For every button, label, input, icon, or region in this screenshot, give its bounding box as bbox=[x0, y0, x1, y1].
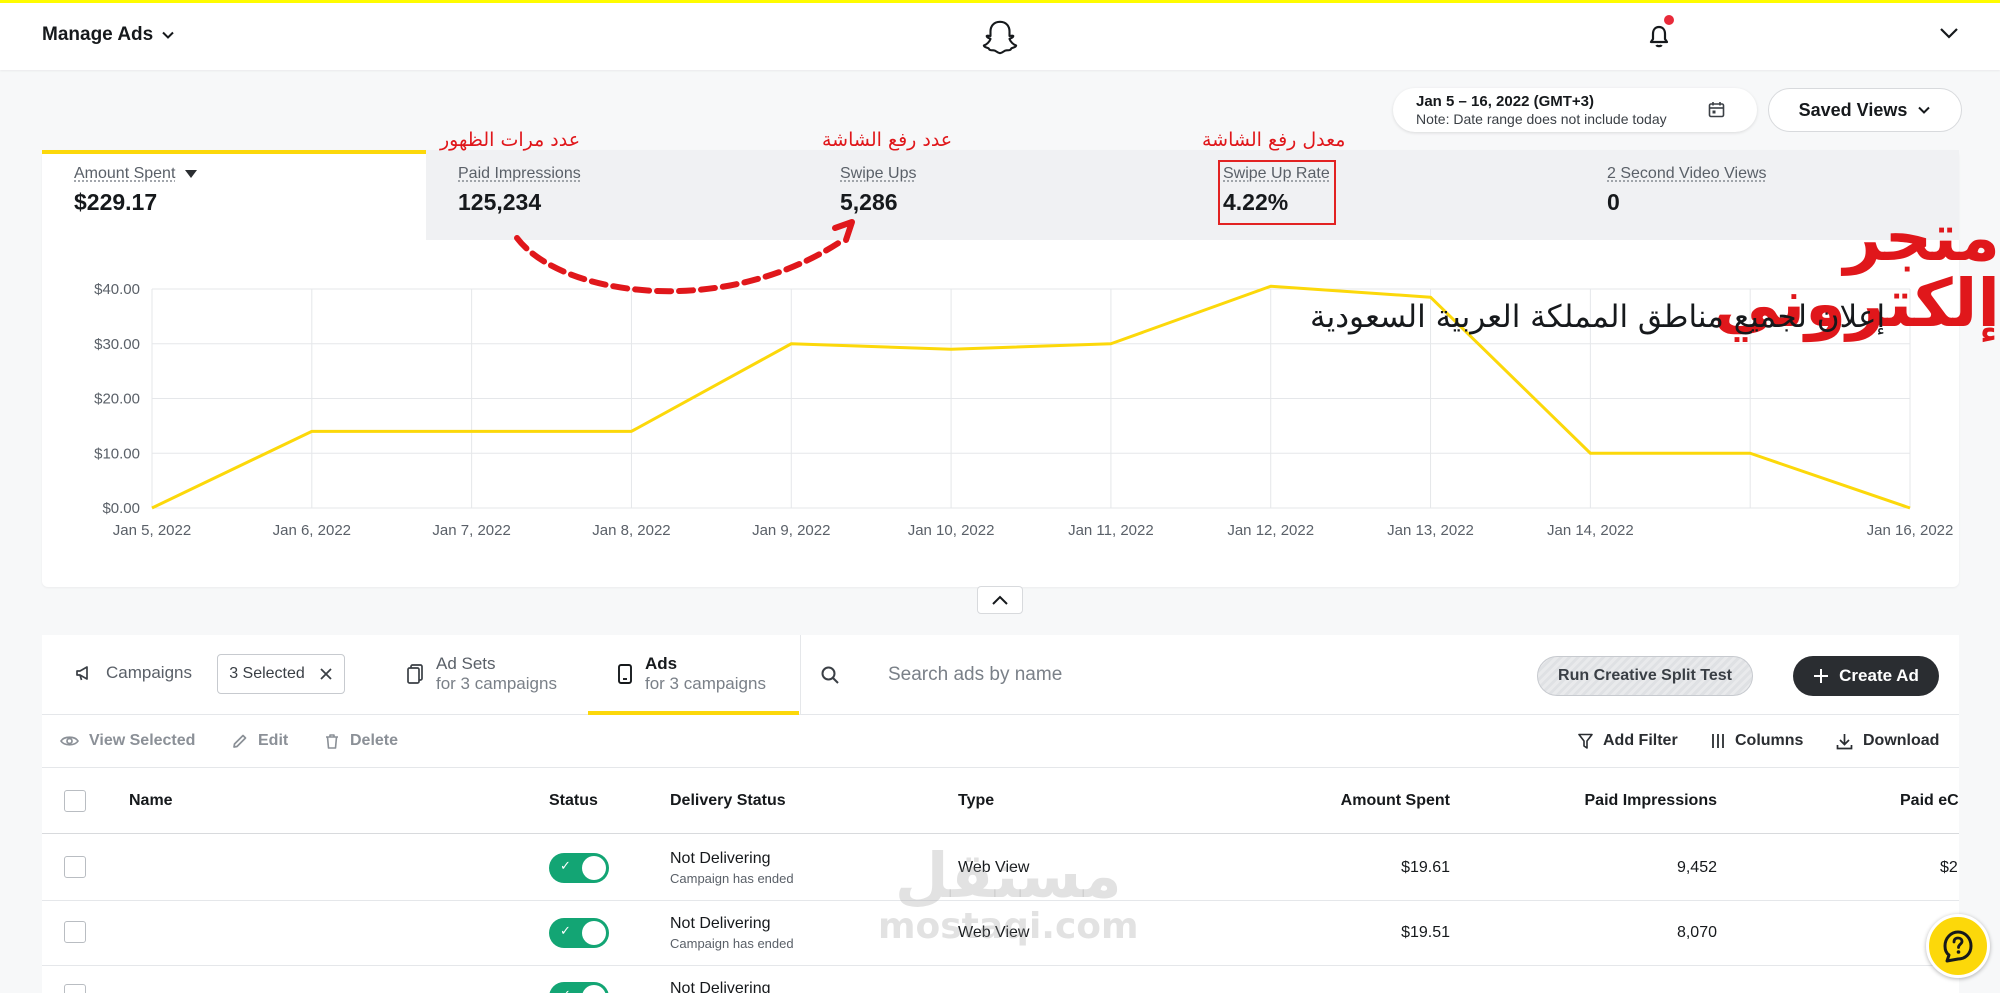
status-toggle[interactable]: ✓ bbox=[549, 982, 609, 993]
add-filter-label: Add Filter bbox=[1603, 732, 1678, 750]
search-input[interactable] bbox=[888, 655, 1368, 695]
plus-icon bbox=[1813, 668, 1829, 684]
ad-type: Web View bbox=[958, 859, 1029, 877]
x-tick-label: Jan 8, 2022 bbox=[592, 522, 670, 539]
x-tick-label: Jan 13, 2022 bbox=[1387, 522, 1474, 539]
y-tick-label: $0.00 bbox=[102, 500, 140, 517]
x-tick-label: Jan 9, 2022 bbox=[752, 522, 830, 539]
toggle-knob bbox=[582, 856, 606, 880]
tab-divider bbox=[800, 635, 801, 715]
delivery-status-detail: Campaign has ended bbox=[670, 936, 794, 951]
tab-campaigns[interactable]: Campaigns bbox=[74, 663, 192, 683]
paid-impressions-cell: 9,452 bbox=[1517, 859, 1717, 877]
x-tick-label: Jan 11, 2022 bbox=[1068, 522, 1154, 539]
download-button[interactable]: Download bbox=[1836, 732, 1939, 750]
search-icon bbox=[820, 665, 840, 685]
edit-label: Edit bbox=[258, 732, 288, 750]
row-checkbox[interactable] bbox=[64, 856, 86, 878]
column-header-paid-ecpm[interactable]: Paid eC bbox=[1900, 792, 1959, 810]
ad-sets-icon bbox=[406, 663, 424, 685]
tab-ads[interactable]: Ads for 3 campaigns bbox=[617, 654, 766, 694]
status-toggle[interactable]: ✓ bbox=[549, 918, 609, 948]
columns-button[interactable]: Columns bbox=[1711, 732, 1803, 750]
tab-sublabel: for 3 campaigns bbox=[645, 674, 766, 694]
tab-label: Ad Sets bbox=[436, 654, 557, 674]
tab-sublabel: for 3 campaigns bbox=[436, 674, 557, 694]
filter-icon bbox=[1578, 733, 1593, 750]
check-icon: ✓ bbox=[560, 859, 571, 874]
columns-label: Columns bbox=[1735, 732, 1803, 750]
row-divider bbox=[42, 965, 1959, 966]
help-button[interactable] bbox=[1926, 914, 1990, 978]
pencil-icon bbox=[232, 733, 248, 749]
chevron-up-icon bbox=[991, 594, 1009, 606]
collapse-chart-button[interactable] bbox=[977, 586, 1023, 614]
help-question-icon bbox=[1939, 927, 1977, 965]
column-header-name[interactable]: Name bbox=[129, 792, 173, 810]
add-filter-button[interactable]: Add Filter bbox=[1578, 732, 1678, 750]
x-tick-label: Jan 16, 2022 bbox=[1867, 522, 1954, 539]
megaphone-icon bbox=[74, 663, 94, 683]
y-tick-label: $40.00 bbox=[94, 281, 140, 298]
delete-button[interactable]: Delete bbox=[324, 732, 398, 750]
check-icon: ✓ bbox=[560, 988, 571, 993]
columns-icon bbox=[1711, 733, 1725, 749]
status-toggle[interactable]: ✓ bbox=[549, 853, 609, 883]
column-header-delivery-status[interactable]: Delivery Status bbox=[670, 792, 786, 810]
trash-icon bbox=[324, 733, 340, 750]
annotation-arrow bbox=[517, 238, 840, 291]
x-tick-label: Jan 12, 2022 bbox=[1227, 522, 1314, 539]
column-header-amount-spent[interactable]: Amount Spent bbox=[1250, 792, 1450, 810]
toggle-knob bbox=[582, 985, 606, 993]
column-header-type[interactable]: Type bbox=[958, 792, 994, 810]
view-selected-button[interactable]: View Selected bbox=[60, 732, 195, 750]
toggle-knob bbox=[582, 921, 606, 945]
download-icon bbox=[1836, 733, 1853, 750]
amount-spent-cell: $19.61 bbox=[1250, 859, 1450, 877]
close-icon[interactable] bbox=[319, 667, 333, 681]
tab-ad-sets[interactable]: Ad Sets for 3 campaigns bbox=[406, 654, 557, 694]
delivery-status: Not Delivering bbox=[670, 850, 770, 868]
delivery-status: Not Delivering bbox=[670, 980, 770, 993]
check-icon: ✓ bbox=[560, 924, 571, 939]
eye-icon bbox=[60, 734, 79, 748]
view-selected-label: View Selected bbox=[89, 732, 195, 750]
select-all-checkbox[interactable] bbox=[64, 790, 86, 812]
x-tick-label: Jan 5, 2022 bbox=[113, 522, 191, 539]
phone-icon bbox=[617, 663, 633, 685]
annotation-arrow-head bbox=[835, 222, 852, 240]
paid-impressions-cell: 8,070 bbox=[1517, 924, 1717, 942]
row-checkbox[interactable] bbox=[64, 984, 86, 993]
store-subtitle: إعلان لجميع مناطق المملكة العربية السعود… bbox=[1310, 302, 1885, 333]
create-ad-label: Create Ad bbox=[1839, 666, 1919, 686]
tab-label: Ads bbox=[645, 654, 766, 674]
paid-ecpm-cell: $2 bbox=[1940, 859, 1958, 877]
delete-label: Delete bbox=[350, 732, 398, 750]
column-header-paid-impressions[interactable]: Paid Impressions bbox=[1517, 792, 1717, 810]
selected-chip-label: 3 Selected bbox=[229, 665, 305, 683]
split-test-label: Run Creative Split Test bbox=[1558, 667, 1732, 685]
x-tick-label: Jan 10, 2022 bbox=[908, 522, 995, 539]
row-divider bbox=[42, 900, 1959, 901]
x-tick-label: Jan 14, 2022 bbox=[1547, 522, 1634, 539]
download-label: Download bbox=[1863, 732, 1939, 750]
delivery-status: Not Delivering bbox=[670, 915, 770, 933]
create-ad-button[interactable]: Create Ad bbox=[1793, 656, 1939, 696]
delivery-status-detail: Campaign has ended bbox=[670, 871, 794, 886]
run-creative-split-test-button[interactable]: Run Creative Split Test bbox=[1537, 656, 1753, 696]
selected-chip[interactable]: 3 Selected bbox=[217, 654, 345, 694]
column-header-status[interactable]: Status bbox=[549, 792, 598, 810]
y-tick-label: $20.00 bbox=[94, 391, 140, 408]
x-tick-label: Jan 6, 2022 bbox=[273, 522, 351, 539]
x-tick-label: Jan 7, 2022 bbox=[432, 522, 510, 539]
y-tick-label: $30.00 bbox=[94, 336, 140, 353]
ad-type: Web View bbox=[958, 924, 1029, 942]
amount-spent-cell: $19.51 bbox=[1250, 924, 1450, 942]
tab-label: Campaigns bbox=[106, 663, 192, 683]
row-checkbox[interactable] bbox=[64, 921, 86, 943]
y-tick-label: $10.00 bbox=[94, 445, 140, 462]
edit-button[interactable]: Edit bbox=[232, 732, 288, 750]
